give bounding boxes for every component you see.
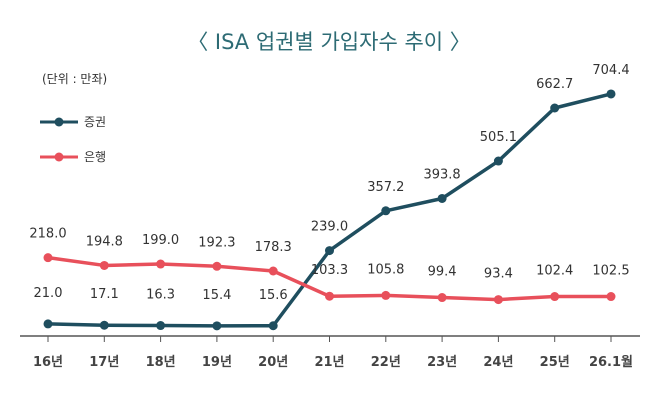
data-label: 662.7 [536,77,573,92]
x-tick-label: 19년 [202,355,232,370]
series-layer [43,89,616,331]
data-point [156,259,166,269]
x-ticks: 16년 17년 18년 19년 20년 21년 22년 23년 24년 25년 26.1월 [33,336,633,370]
x-tick-label: 16년 [33,355,63,370]
x-tick-label: 21년 [314,355,344,370]
legend-label: 증권 [84,115,106,129]
data-label: 357.2 [367,180,404,195]
data-point [268,321,278,331]
x-tick-label: 22년 [371,355,401,370]
data-point [43,253,53,263]
data-point [212,321,222,331]
x-tick-label: 17년 [89,355,119,370]
unit-label: (단위 : 만좌) [42,72,108,86]
data-label: 99.4 [428,265,457,280]
data-label: 16.3 [146,288,175,303]
x-tick-label: 25년 [540,355,570,370]
data-label: 393.8 [423,167,460,182]
data-point [212,261,222,271]
x-tick-label: 18년 [146,355,176,370]
data-point [43,319,53,329]
data-label: 15.6 [259,288,288,303]
data-point [550,292,560,302]
x-tick-label: 24년 [483,355,513,370]
data-point [493,295,503,305]
data-point [325,291,334,301]
data-label: 102.5 [592,264,629,279]
x-tick-label: 26.1월 [589,354,633,370]
data-point [156,321,166,331]
data-point [606,89,616,99]
data-label: 704.4 [592,63,629,78]
data-label: 505.1 [480,130,517,145]
legend-label: 은행 [84,149,106,164]
data-label: 192.3 [198,235,235,250]
data-point [550,103,560,113]
data-label: 178.3 [255,240,292,255]
data-label: 105.8 [367,262,404,277]
data-label: 102.4 [536,264,573,279]
data-label: 93.4 [484,267,513,282]
data-label: 199.0 [142,233,179,248]
legend-marker [54,117,64,127]
series-line-증권 [47,92,612,328]
data-point [268,266,278,276]
x-tick-label: 23년 [427,355,457,370]
data-labels: 218.0 194.8 199.0 192.3 178.3 103.3 105.8 99.4 9… [29,63,629,303]
data-point [437,293,447,303]
data-label: 218.0 [29,227,66,242]
data-point [493,156,503,166]
data-label: 103.3 [311,263,348,278]
data-label: 194.8 [86,234,123,249]
x-tick-label: 20년 [258,355,288,370]
data-label: 15.4 [202,288,231,303]
data-point [325,246,334,256]
data-point [99,260,109,270]
data-label: 21.0 [34,286,63,301]
data-label: 17.1 [90,287,119,302]
data-point [381,290,391,300]
legend-marker [54,152,64,162]
data-point [606,292,616,302]
chart-title: 〈 ISA 업권별 가입자수 추이 〉 [187,30,471,54]
data-point [381,206,391,216]
data-point [437,193,447,203]
data-label: 239.0 [311,220,348,235]
data-point [99,320,109,330]
